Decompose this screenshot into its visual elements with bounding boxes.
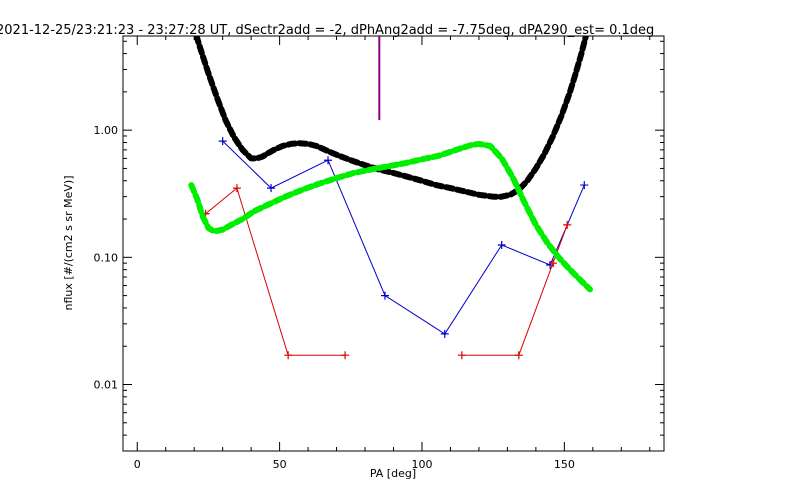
- series-0: [218, 137, 589, 338]
- series-layer: [188, 36, 593, 360]
- y-axis-label: nflux [#/(cm2 s sr MeV)]: [62, 176, 75, 311]
- series-1: [201, 184, 572, 360]
- y-tick-label: 0.01: [94, 379, 119, 392]
- series-1-point: [548, 259, 557, 268]
- series-0-line: [222, 140, 585, 335]
- x-axis-label: PA [deg]: [370, 467, 416, 480]
- y-tick-label: 1.00: [94, 124, 119, 137]
- series-0-point: [497, 241, 506, 250]
- chart-title: 2021-12-25/23:21:23 - 23:27:28 UT, dSect…: [0, 23, 654, 38]
- series-1-point: [341, 351, 350, 360]
- x-tick-label: 150: [554, 458, 575, 471]
- x-tick-label: 100: [411, 458, 432, 471]
- series-1-point: [284, 351, 293, 360]
- series-1-point: [457, 351, 466, 360]
- y-tick-label: 0.10: [94, 251, 119, 264]
- x-tick-label: 50: [273, 458, 287, 471]
- series-0-point: [380, 291, 389, 300]
- series-1-line: [461, 224, 568, 356]
- series-0-point: [440, 329, 449, 338]
- plot-frame: [122, 35, 665, 452]
- series-1-point: [514, 351, 523, 360]
- series-0-point: [267, 184, 276, 193]
- series-1-line: [205, 187, 346, 356]
- series-2-curve: [193, 36, 589, 200]
- series-3-curve: [188, 140, 593, 293]
- series-0-point: [580, 181, 589, 190]
- series-2: [193, 36, 589, 200]
- series-1-point: [563, 220, 572, 229]
- x-tick-label: 0: [134, 458, 141, 471]
- series-0-point: [218, 137, 227, 146]
- axes: 0 50 100 150 0.01 0.10 1.00: [94, 36, 664, 471]
- series-1-point: [232, 184, 241, 193]
- series-0-point: [324, 156, 333, 165]
- series-3: [188, 140, 593, 293]
